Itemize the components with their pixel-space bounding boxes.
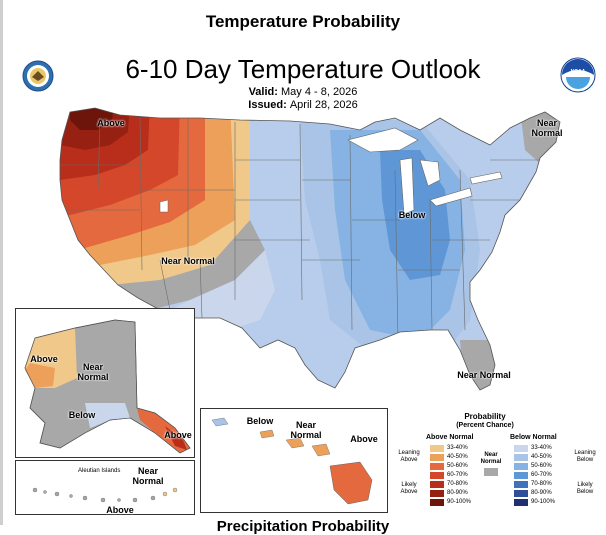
region-label-near-new-england: Near Normal — [531, 118, 563, 138]
issued-label: Issued: — [248, 99, 287, 111]
svg-text:NOAA: NOAA — [571, 69, 586, 75]
legend-above-swatch — [430, 463, 444, 470]
left-frame-edge — [0, 0, 3, 525]
region-label-above-west: Above — [97, 118, 125, 128]
legend-above-swatch — [430, 472, 444, 479]
legend-below-bin-label: 40-50% — [531, 454, 552, 460]
lake-ontario — [469, 171, 503, 185]
legend-below-row: 60-70% — [514, 471, 555, 480]
hawaii-label-near: Near Normal — [290, 420, 322, 440]
legend-near-normal: Near Normal — [480, 452, 502, 465]
noaa-logo-icon: NOAA — [560, 57, 596, 93]
legend-above-bin-label: 70-80% — [447, 481, 468, 487]
hawaii-inset — [200, 408, 388, 513]
legend-likely-below: Likely Below — [576, 482, 594, 495]
legend-above-header: Above Normal — [426, 434, 474, 441]
legend-below-swatch — [514, 490, 528, 497]
lake-erie — [429, 187, 473, 207]
alaska-inset — [15, 308, 195, 458]
lake-superior — [347, 127, 419, 153]
legend-below-bin-label: 70-80% — [531, 481, 552, 487]
legend-below-swatch — [514, 445, 528, 452]
legend-below-swatch — [514, 454, 528, 461]
legend-above-bin-label: 80-90% — [447, 490, 468, 496]
legend-below-row: 70-80% — [514, 480, 555, 489]
legend-above-bin-label: 33-40% — [447, 445, 468, 451]
legend-below-bin-label: 80-90% — [531, 490, 552, 496]
legend-below-row: 40-50% — [514, 453, 555, 462]
region-label-near-florida: Near Normal — [457, 370, 511, 380]
legend-above-bin-label: 90-100% — [447, 499, 472, 505]
region-label-near-southwest: Near Normal — [161, 256, 215, 266]
legend-above-row: 40-50% — [430, 453, 471, 462]
valid-dates: Valid: May 4 - 8, 2026 — [0, 86, 606, 98]
legend-above-bin-label: 40-50% — [447, 454, 468, 460]
aleutian-label-near: Near Normal — [132, 466, 164, 486]
legend-likely-above: Likely Above — [400, 482, 418, 495]
legend-above-swatch — [430, 490, 444, 497]
legend-below-bin-label: 90-100% — [531, 499, 556, 505]
legend-below-row: 90-100% — [514, 498, 555, 507]
valid-label: Valid: — [248, 86, 278, 98]
aleutian-label-above: Above — [106, 505, 134, 515]
aleutian-inset — [15, 460, 195, 515]
legend-near-swatch — [484, 468, 498, 476]
legend-below-row: 33-40% — [514, 444, 555, 453]
legend-below-row: 50-60% — [514, 462, 555, 471]
legend-title: Probability — [464, 412, 506, 421]
lake-huron — [419, 159, 441, 187]
great-salt-lake — [159, 199, 169, 213]
aleutian-islands-label: Aleutian Islands — [78, 468, 121, 474]
legend-below-bin-label: 60-70% — [531, 472, 552, 478]
legend-leaning-below: Leaning Below — [574, 450, 596, 463]
map-title: 6-10 Day Temperature Outlook — [125, 54, 481, 84]
next-title: Precipitation Probability — [216, 518, 390, 535]
legend-above-swatch — [430, 445, 444, 452]
region-label-below-midwest: Below — [398, 210, 426, 220]
legend-below-swatch — [514, 472, 528, 479]
legend-below-swatch — [514, 499, 528, 506]
legend-above-scale: 33-40% 40-50% 50-60% 60-70% 70-80% 80-90% 90-1… — [430, 444, 471, 507]
legend-above-row: 70-80% — [430, 480, 471, 489]
legend-above-row: 50-60% — [430, 462, 471, 471]
alaska-label-below: Below — [68, 410, 96, 420]
issued-date: Issued: April 28, 2026 — [0, 99, 606, 111]
legend-above-swatch — [430, 481, 444, 488]
legend-below-scale: 33-40% 40-50% 50-60% 60-70% 70-80% 80-90% 90-1… — [514, 444, 555, 507]
legend-above-swatch — [430, 499, 444, 506]
alaska-label-above-southeast: Above — [164, 430, 192, 440]
legend-above-row: 90-100% — [430, 498, 471, 507]
legend-below-row: 80-90% — [514, 489, 555, 498]
commerce-seal-icon — [22, 60, 54, 92]
legend-below-header: Below Normal — [510, 434, 557, 441]
hawaii-label-above: Above — [350, 434, 378, 444]
legend-subtitle: (Percent Chance) — [456, 422, 514, 429]
legend-above-bin-label: 50-60% — [447, 463, 468, 469]
lake-michigan — [399, 157, 415, 215]
legend-above-row: 60-70% — [430, 471, 471, 480]
issued-value: April 28, 2026 — [289, 99, 358, 111]
legend-above-row: 33-40% — [430, 444, 471, 453]
legend-below-swatch — [514, 463, 528, 470]
valid-value: May 4 - 8, 2026 — [280, 86, 358, 98]
legend-below-bin-label: 33-40% — [531, 445, 552, 451]
legend-above-row: 80-90% — [430, 489, 471, 498]
hawaii-label-below: Below — [246, 416, 274, 426]
alaska-label-near: Near Normal — [77, 362, 109, 382]
legend-below-bin-label: 50-60% — [531, 463, 552, 469]
legend-above-swatch — [430, 454, 444, 461]
alaska-label-above: Above — [30, 354, 58, 364]
legend-below-swatch — [514, 481, 528, 488]
legend-above-bin-label: 60-70% — [447, 472, 468, 478]
page-title: Temperature Probability — [205, 12, 401, 31]
legend-leaning-above: Leaning Above — [398, 450, 420, 463]
